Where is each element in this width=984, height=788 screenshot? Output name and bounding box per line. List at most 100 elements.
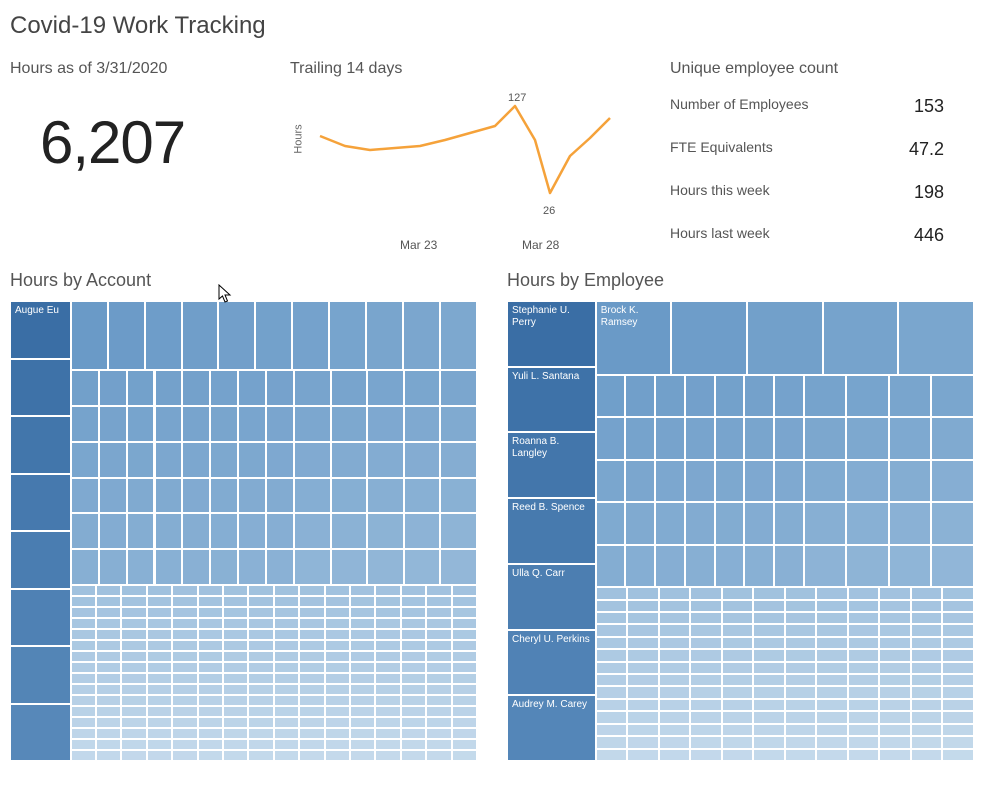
treemap-cell[interactable] [223, 750, 248, 761]
treemap-cell[interactable] [155, 442, 183, 478]
treemap-cell[interactable] [375, 728, 400, 739]
treemap-cell[interactable] [121, 695, 146, 706]
treemap-cell[interactable] [71, 706, 96, 717]
treemap-cell[interactable] [121, 629, 146, 640]
treemap-cell[interactable] [846, 375, 889, 418]
treemap-cell[interactable] [172, 728, 197, 739]
treemap-cell[interactable] [753, 637, 785, 649]
treemap-cell[interactable] [659, 724, 691, 736]
treemap-cell[interactable] [248, 717, 273, 728]
treemap-cell[interactable] [942, 736, 974, 748]
treemap-cell[interactable] [426, 739, 451, 750]
treemap-cell[interactable] [401, 750, 426, 761]
treemap-cell[interactable] [911, 749, 943, 761]
treemap-cell[interactable] [299, 739, 324, 750]
treemap-cell[interactable] [655, 375, 685, 418]
treemap-cell[interactable] [785, 711, 817, 723]
treemap-cell[interactable] [375, 618, 400, 629]
treemap-cell-labeled[interactable]: Stephanie U. Perry [507, 301, 596, 367]
treemap-cell[interactable] [292, 301, 329, 370]
treemap-cell[interactable] [248, 739, 273, 750]
treemap-cell[interactable] [942, 686, 974, 698]
treemap-cell[interactable] [426, 640, 451, 651]
treemap-cell[interactable] [325, 750, 350, 761]
treemap-cell[interactable] [655, 545, 685, 588]
treemap-cell[interactable] [426, 618, 451, 629]
treemap-cell[interactable] [596, 587, 628, 599]
treemap-cell[interactable] [299, 750, 324, 761]
treemap-cell[interactable] [172, 629, 197, 640]
treemap-cell[interactable] [350, 695, 375, 706]
treemap-cell[interactable] [198, 629, 223, 640]
treemap-cell[interactable] [753, 662, 785, 674]
treemap-cell[interactable] [690, 749, 722, 761]
treemap-cell[interactable] [367, 513, 404, 549]
treemap-cell[interactable] [325, 728, 350, 739]
treemap-cell[interactable] [452, 640, 477, 651]
treemap-cell[interactable] [879, 674, 911, 686]
treemap-cell[interactable] [659, 587, 691, 599]
treemap-cell[interactable] [596, 649, 628, 661]
treemap-cell[interactable] [426, 651, 451, 662]
treemap-cell[interactable] [690, 649, 722, 661]
treemap-cell[interactable] [404, 370, 441, 406]
treemap-cell[interactable] [350, 673, 375, 684]
treemap-cell[interactable] [744, 502, 774, 545]
treemap-cell[interactable] [96, 695, 121, 706]
treemap-cell[interactable] [299, 585, 324, 596]
treemap-cell[interactable] [350, 618, 375, 629]
treemap-cell[interactable] [198, 684, 223, 695]
treemap-cell[interactable] [198, 717, 223, 728]
treemap-cell[interactable] [147, 695, 172, 706]
treemap-cell[interactable] [774, 460, 804, 503]
treemap-cell[interactable] [911, 711, 943, 723]
treemap-cell[interactable] [659, 736, 691, 748]
treemap-cell[interactable] [627, 600, 659, 612]
treemap-cell[interactable] [931, 545, 974, 588]
treemap-cell[interactable] [350, 706, 375, 717]
treemap-cell[interactable] [274, 651, 299, 662]
treemap-cell[interactable] [210, 406, 238, 442]
treemap-cell[interactable] [690, 736, 722, 748]
treemap-cell[interactable] [223, 585, 248, 596]
treemap-cell[interactable] [375, 607, 400, 618]
treemap-cell[interactable] [659, 711, 691, 723]
treemap-cell[interactable] [172, 717, 197, 728]
treemap-cell[interactable] [248, 640, 273, 651]
account-treemap[interactable]: Augue Eu [10, 301, 477, 761]
treemap-cell[interactable] [71, 596, 96, 607]
treemap-cell[interactable] [121, 717, 146, 728]
treemap-cell[interactable] [942, 600, 974, 612]
treemap-cell[interactable] [375, 717, 400, 728]
treemap-cell[interactable] [753, 624, 785, 636]
treemap-cell[interactable] [182, 301, 219, 370]
treemap-cell[interactable] [452, 673, 477, 684]
treemap-cell[interactable] [848, 624, 880, 636]
treemap-cell[interactable] [367, 406, 404, 442]
treemap-cell[interactable] [71, 739, 96, 750]
treemap-cell[interactable] [299, 706, 324, 717]
treemap-cell[interactable] [325, 629, 350, 640]
treemap-cell[interactable] [172, 607, 197, 618]
treemap-cell[interactable] [266, 370, 294, 406]
treemap-cell[interactable] [722, 749, 754, 761]
treemap-cell[interactable] [325, 651, 350, 662]
treemap-cell[interactable] [375, 662, 400, 673]
treemap-cell[interactable] [198, 750, 223, 761]
treemap-cell[interactable] [596, 699, 628, 711]
treemap-cell[interactable] [452, 684, 477, 695]
treemap-cell[interactable] [248, 695, 273, 706]
treemap-cell[interactable] [816, 724, 848, 736]
treemap-cell[interactable] [96, 629, 121, 640]
treemap-cell[interactable] [879, 587, 911, 599]
treemap-cell[interactable] [848, 736, 880, 748]
treemap-cell[interactable] [690, 600, 722, 612]
treemap-cell[interactable] [121, 673, 146, 684]
treemap-cell[interactable] [848, 587, 880, 599]
treemap-cell[interactable] [401, 629, 426, 640]
treemap-cell[interactable] [744, 417, 774, 460]
treemap-cell[interactable] [274, 739, 299, 750]
treemap-cell[interactable] [685, 375, 715, 418]
treemap-cell[interactable] [96, 750, 121, 761]
treemap-cell[interactable] [942, 724, 974, 736]
